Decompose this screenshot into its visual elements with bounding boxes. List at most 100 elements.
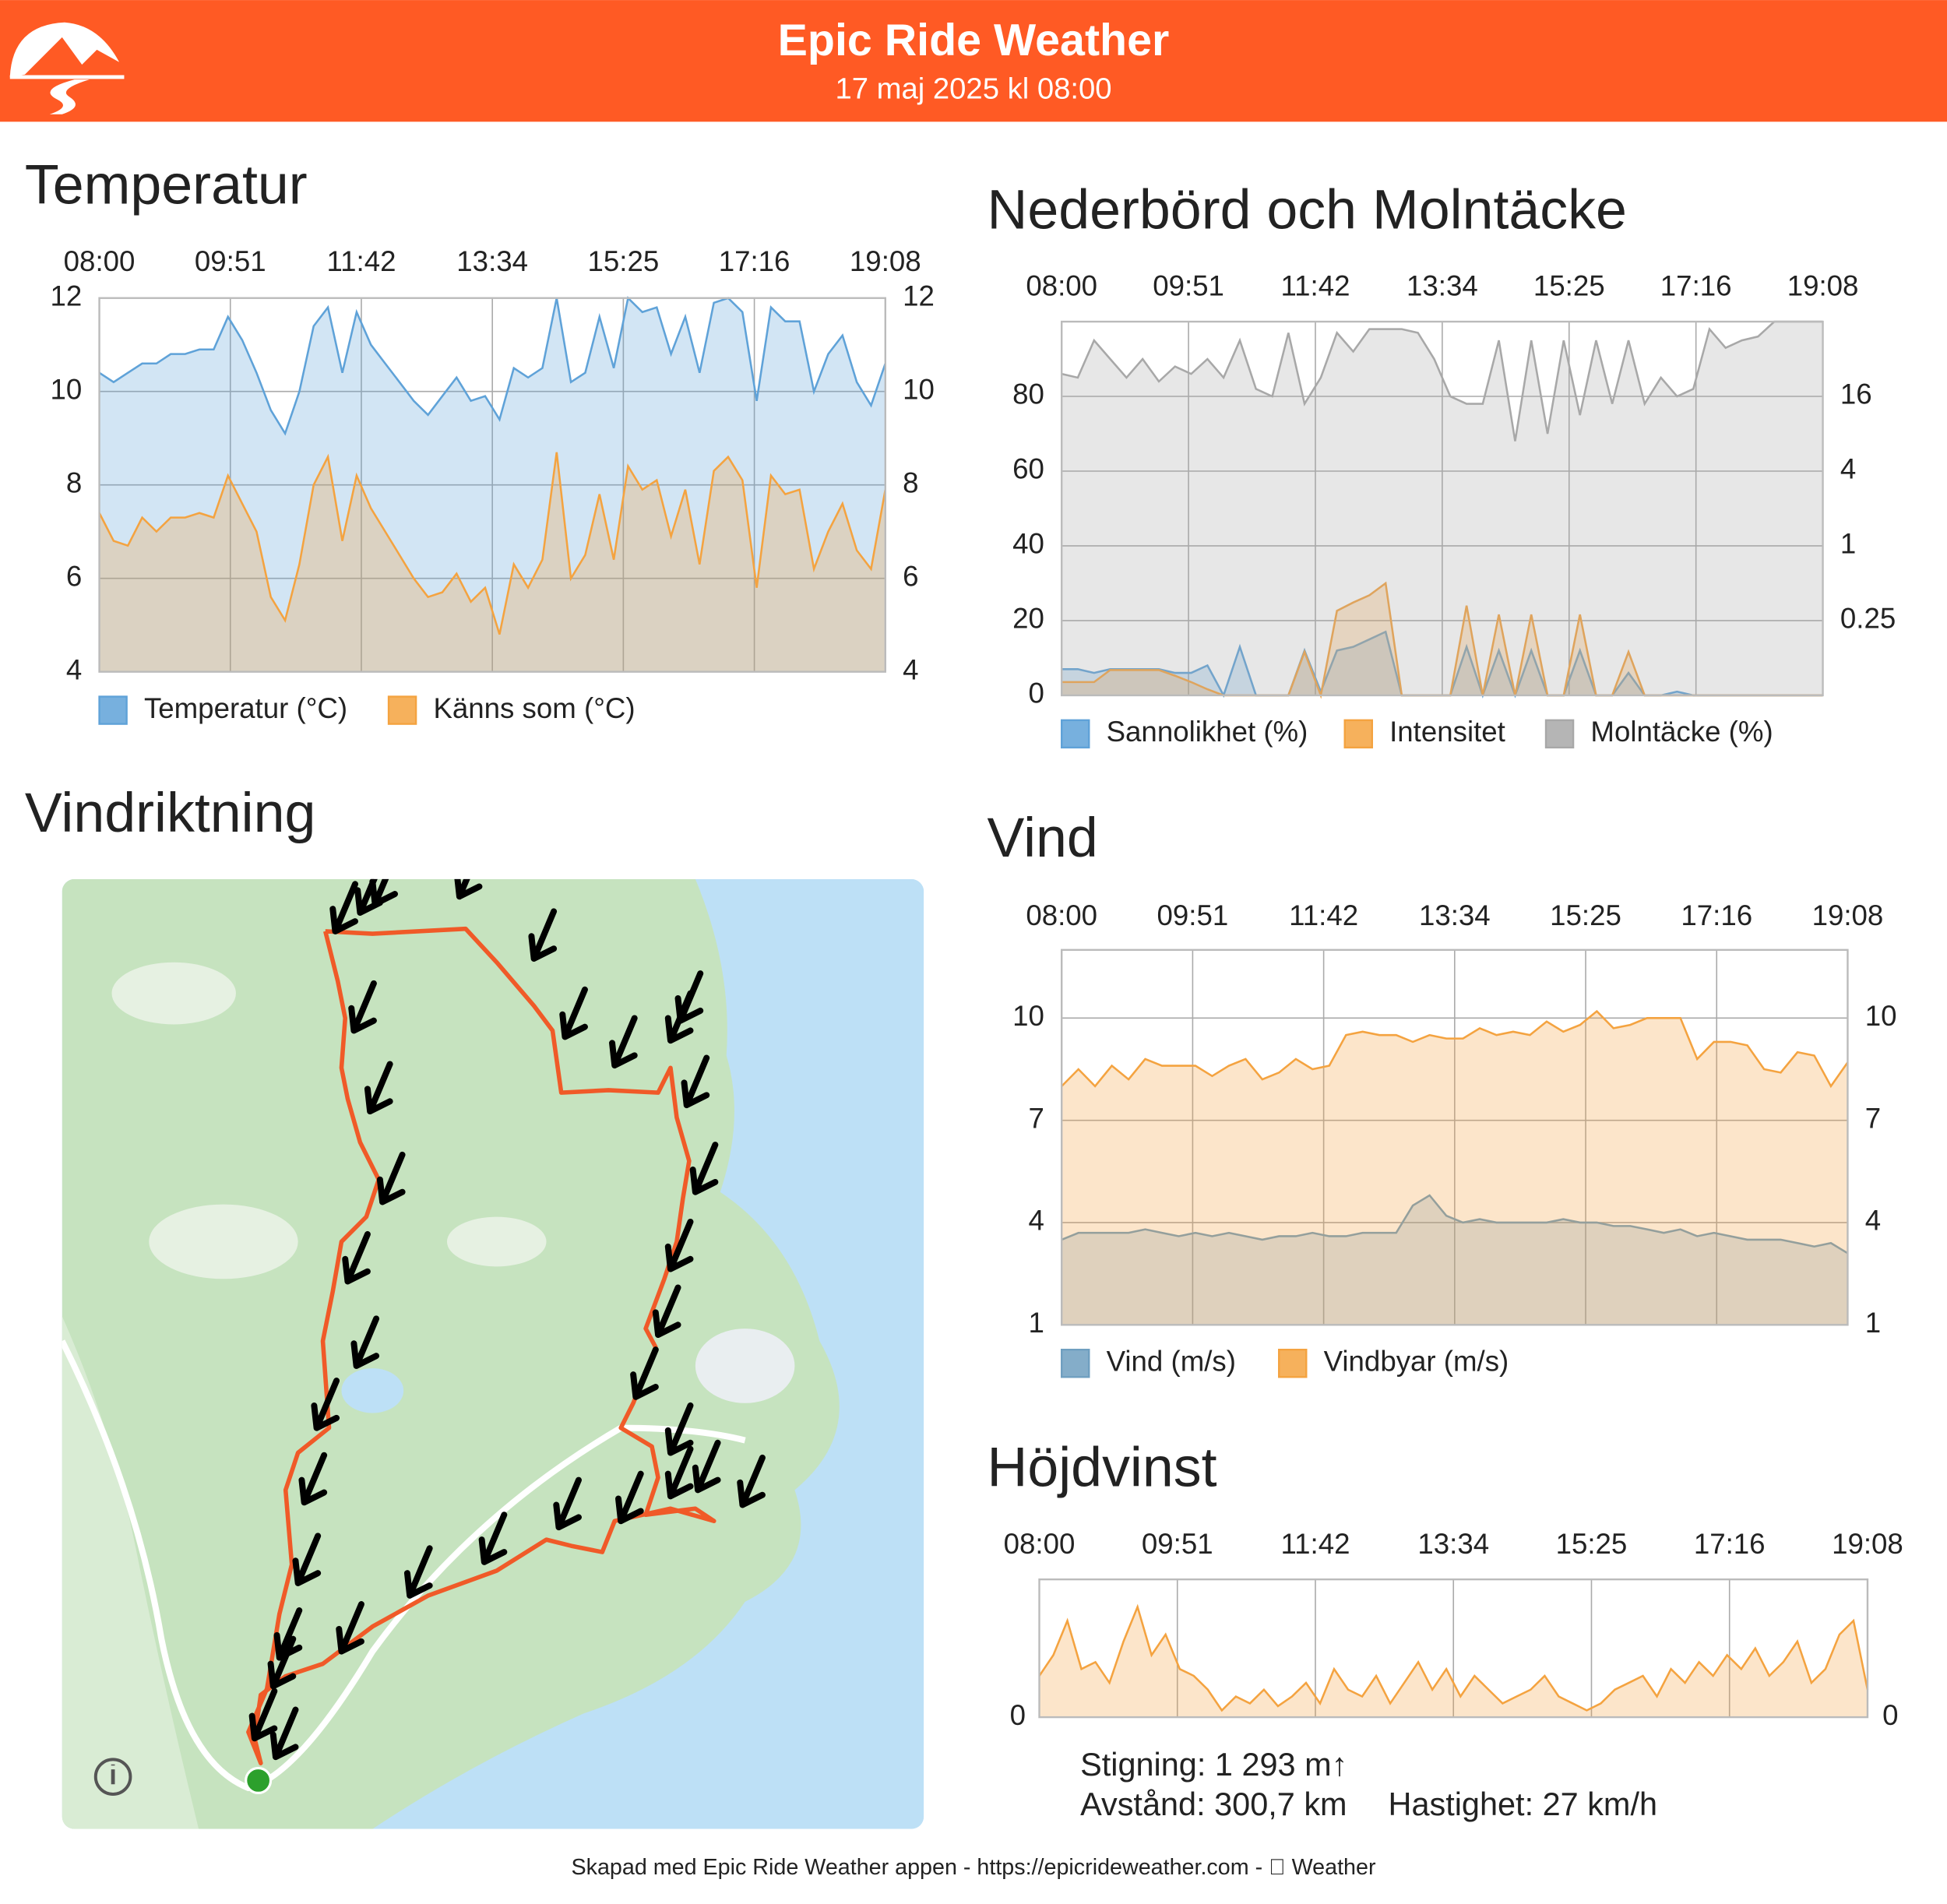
y-tick-label: 0 bbox=[1010, 1699, 1026, 1731]
legend-label: Molntäcke (%) bbox=[1590, 716, 1773, 748]
wind-arrow bbox=[609, 1015, 638, 1069]
y-tick-label-right: 10 bbox=[903, 373, 935, 405]
wind-arrow bbox=[528, 908, 558, 962]
area bbox=[1062, 322, 1823, 695]
x-tick-label: 11:42 bbox=[1280, 1528, 1350, 1560]
header-title: Epic Ride Weather bbox=[778, 16, 1170, 65]
y-tick-label: 10 bbox=[50, 373, 82, 405]
line bbox=[98, 296, 887, 436]
wind-arrow bbox=[364, 1061, 393, 1115]
wind-arrow bbox=[615, 1470, 644, 1525]
area bbox=[1062, 1011, 1848, 1325]
wind-arrow bbox=[559, 986, 588, 1040]
legend-label: Sannolikhet (%) bbox=[1107, 716, 1308, 748]
plot-frame bbox=[1038, 1578, 1869, 1719]
line bbox=[1061, 1194, 1849, 1255]
wind-arrow bbox=[350, 1315, 380, 1369]
wind-arrow bbox=[664, 1445, 694, 1500]
legend-swatch bbox=[387, 695, 417, 725]
plot-frame bbox=[1061, 320, 1824, 697]
footer: Skapad med Epic Ride Weather appen - htt… bbox=[571, 1855, 1375, 1880]
chart-title: Höjdvinst bbox=[988, 1436, 1217, 1498]
legend-swatch bbox=[1061, 1348, 1090, 1378]
x-tick-label: 15:25 bbox=[1550, 899, 1621, 931]
wind-arrow bbox=[664, 1402, 694, 1456]
header-subtitle: 17 maj 2025 kl 08:00 bbox=[835, 72, 1111, 106]
chart-title: Temperatur bbox=[25, 153, 308, 216]
y-tick-label-right: 6 bbox=[903, 560, 918, 592]
legend-label: Vindbyar (m/s) bbox=[1324, 1345, 1509, 1377]
wind-arrow bbox=[692, 1439, 721, 1494]
x-tick-label: 13:34 bbox=[1407, 270, 1478, 302]
stat-distance: Avstånd: 300,7 km bbox=[1080, 1786, 1347, 1822]
x-tick-label: 11:42 bbox=[1280, 270, 1350, 302]
wind-arrow bbox=[674, 970, 704, 1024]
y-tick-label: 8 bbox=[66, 466, 82, 498]
x-tick-label: 13:34 bbox=[456, 245, 528, 277]
x-tick-label: 17:16 bbox=[719, 245, 790, 277]
logo bbox=[9, 22, 125, 114]
stat-climb: Stigning: 1 293 m↑ bbox=[1080, 1746, 1347, 1783]
wind-arrow bbox=[269, 1706, 299, 1761]
plot-frame bbox=[98, 297, 886, 673]
y-tick-label-right: 0 bbox=[1882, 1699, 1898, 1731]
legend-label: Temperatur (°C) bbox=[144, 692, 347, 724]
x-tick-label: 11:42 bbox=[326, 245, 396, 277]
chart-title: Nederbörd och Molntäcke bbox=[988, 178, 1627, 241]
wind-arrow bbox=[376, 1151, 406, 1205]
x-tick-label: 09:51 bbox=[1153, 270, 1224, 302]
header-bar bbox=[0, 0, 1947, 122]
x-tick-label: 17:16 bbox=[1694, 1528, 1766, 1560]
legend-label: Intensitet bbox=[1389, 716, 1505, 748]
wind-arrow bbox=[689, 1142, 719, 1195]
x-tick-label: 08:00 bbox=[1004, 1528, 1076, 1560]
legend-swatch bbox=[1061, 719, 1090, 749]
x-tick-label: 15:25 bbox=[1556, 1528, 1628, 1560]
x-tick-label: 08:00 bbox=[1026, 270, 1097, 302]
legend-swatch bbox=[1343, 719, 1373, 749]
map-title: Vindriktning bbox=[25, 782, 316, 844]
x-tick-label: 19:08 bbox=[1832, 1528, 1903, 1560]
y-tick-label: 4 bbox=[1028, 1205, 1044, 1237]
legend-label: Känns som (°C) bbox=[433, 692, 635, 724]
y-tick-label: 80 bbox=[1012, 378, 1044, 410]
wind-arrow bbox=[342, 1230, 371, 1285]
legend-swatch bbox=[98, 695, 128, 725]
wind-arrow bbox=[652, 1284, 681, 1339]
y-tick-label: 40 bbox=[1012, 528, 1044, 560]
wind-arrow bbox=[478, 1512, 508, 1565]
x-tick-label: 09:51 bbox=[1142, 1528, 1213, 1560]
wind-arrow bbox=[403, 1545, 433, 1599]
wind-arrow bbox=[630, 1346, 659, 1400]
x-tick-label: 19:08 bbox=[1812, 899, 1884, 931]
area bbox=[1062, 582, 1823, 695]
y2-tick-label: 0.25 bbox=[1840, 603, 1896, 635]
wind-arrow bbox=[336, 1601, 364, 1655]
x-tick-label: 13:34 bbox=[1417, 1528, 1489, 1560]
x-tick-label: 09:51 bbox=[1157, 899, 1229, 931]
wind-arrow bbox=[267, 1635, 297, 1690]
legend-label: Vind (m/s) bbox=[1107, 1345, 1236, 1377]
line bbox=[1061, 1009, 1849, 1089]
y-tick-label: 7 bbox=[1028, 1102, 1044, 1134]
y-tick-label-right: 1 bbox=[1865, 1307, 1881, 1339]
x-tick-label: 08:00 bbox=[64, 245, 136, 277]
y2-tick-label: 16 bbox=[1840, 378, 1872, 410]
wind-arrow bbox=[248, 1688, 278, 1742]
y-tick-label: 4 bbox=[66, 653, 82, 685]
x-tick-label: 17:16 bbox=[1681, 899, 1752, 931]
y-tick-label: 1 bbox=[1028, 1307, 1044, 1339]
x-tick-label: 17:16 bbox=[1660, 270, 1732, 302]
legend-swatch bbox=[1278, 1348, 1308, 1378]
wind-arrow bbox=[737, 1454, 766, 1508]
wind-arrow bbox=[329, 881, 358, 934]
y-tick-label: 0 bbox=[1028, 677, 1044, 709]
y-tick-label: 10 bbox=[1012, 1000, 1044, 1032]
wind-arrow bbox=[298, 1452, 328, 1506]
wind-arrow bbox=[681, 1054, 710, 1109]
legend-swatch bbox=[1544, 719, 1575, 749]
y-tick-label-right: 4 bbox=[1865, 1205, 1881, 1237]
chart-title: Vind bbox=[988, 807, 1098, 869]
x-tick-label: 11:42 bbox=[1289, 899, 1358, 931]
